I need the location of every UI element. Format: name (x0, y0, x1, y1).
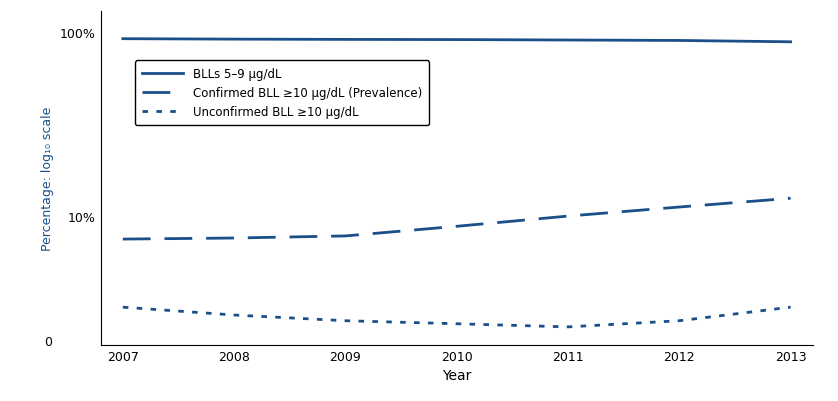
X-axis label: Year: Year (442, 368, 472, 382)
Text: 0: 0 (44, 335, 52, 348)
Legend: BLLs 5–9 μg/dL, Confirmed BLL ≥10 μg/dL (Prevalence), Unconfirmed BLL ≥10 μg/dL: BLLs 5–9 μg/dL, Confirmed BLL ≥10 μg/dL … (135, 61, 429, 126)
Y-axis label: Percentage: log₁₀ scale: Percentage: log₁₀ scale (41, 106, 54, 251)
